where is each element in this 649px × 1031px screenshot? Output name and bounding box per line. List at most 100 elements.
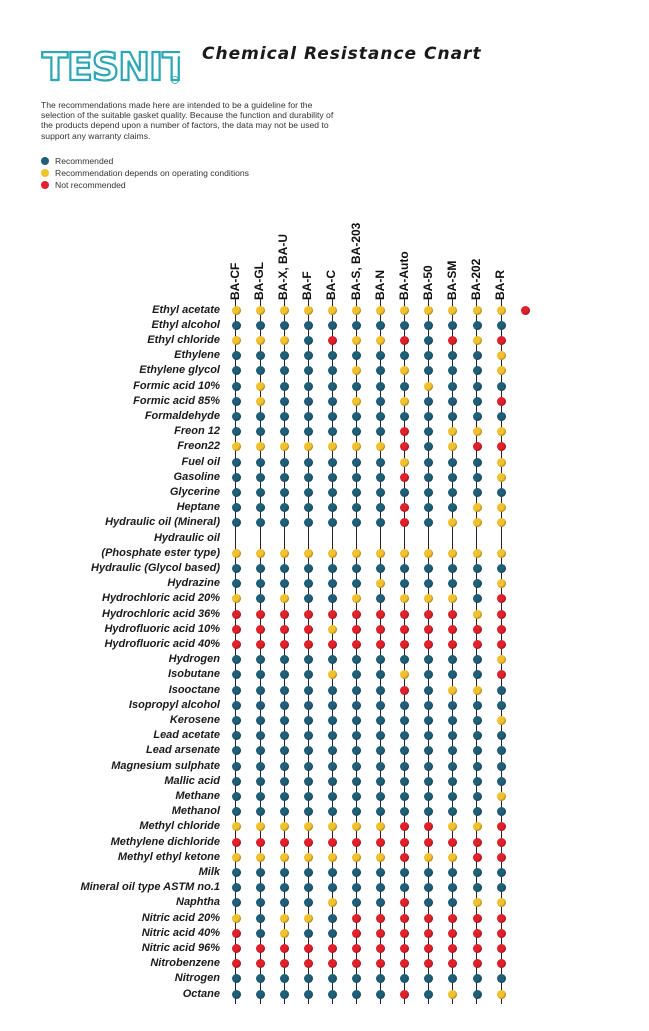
rating-dot (424, 837, 434, 847)
rating-dot (231, 472, 241, 482)
rating-dot (424, 442, 434, 452)
rating-dot (303, 837, 313, 847)
rating-dot (279, 487, 289, 497)
rating-dot (448, 472, 458, 482)
rating-dot (448, 609, 458, 619)
rating-dot (231, 396, 241, 406)
rating-dot (255, 487, 265, 497)
rating-dot (279, 867, 289, 877)
rating-dot (400, 974, 410, 984)
rating-dot (424, 411, 434, 421)
rating-dot (472, 746, 482, 756)
rating-dot (448, 639, 458, 649)
tesnit-logo: TESNIT (41, 44, 180, 90)
rating-dot (279, 928, 289, 938)
legend-label: Not recommended (55, 180, 126, 190)
rating-dot (496, 913, 506, 923)
rating-dot (448, 427, 458, 437)
rating-dot (376, 624, 386, 634)
rating-dot (303, 959, 313, 969)
rating-dot (352, 989, 361, 999)
rating-dot (376, 487, 386, 497)
legend-item-recommended: Recommended (41, 155, 249, 167)
rating-dot (231, 943, 241, 953)
rating-dot (255, 381, 265, 391)
rating-dot (352, 670, 361, 680)
rating-dot (448, 548, 458, 558)
rating-dot (472, 487, 482, 497)
rating-dot (400, 959, 410, 969)
rating-dot (303, 807, 313, 817)
rating-dot (352, 457, 361, 467)
rating-dot (376, 472, 386, 482)
rating-dot (472, 396, 482, 406)
rating-dot (472, 457, 482, 467)
row-label: Methane (175, 789, 220, 802)
rating-dot (303, 898, 313, 908)
rating-dot (255, 594, 265, 604)
rating-dot (352, 776, 361, 786)
rating-dot (255, 807, 265, 817)
rating-dot (352, 487, 361, 497)
rating-dot (303, 685, 313, 695)
rating-dot (231, 457, 241, 467)
rating-dot (327, 898, 337, 908)
rating-dot (352, 639, 361, 649)
rating-dot (327, 351, 337, 361)
rating-dot (327, 959, 337, 969)
rating-dot (496, 503, 506, 513)
column-header: BA-SM (444, 260, 459, 300)
rating-dot (352, 807, 361, 817)
rating-dot (279, 366, 289, 376)
rating-dot (496, 594, 506, 604)
rating-dot (448, 670, 458, 680)
rating-dot (376, 959, 386, 969)
rating-dot (424, 487, 434, 497)
rating-dot (279, 731, 289, 741)
rating-dot (231, 442, 241, 452)
rating-dot (472, 366, 482, 376)
row-label: Methyl chloride (139, 820, 220, 833)
rating-dot (448, 518, 458, 528)
rating-dot (448, 837, 458, 847)
rating-dot (231, 639, 241, 649)
rating-dot (376, 700, 386, 710)
column-header: BA-GL (252, 262, 267, 300)
rating-dot (255, 579, 265, 589)
rating-dot (303, 396, 313, 406)
rating-dot (472, 609, 482, 619)
rating-dot (352, 320, 361, 330)
rating-dot (376, 442, 386, 452)
rating-dot (303, 746, 313, 756)
row-label: Lead acetate (153, 729, 220, 742)
row-label: Hydraulic (Glycol based) (91, 561, 220, 574)
rating-dot (472, 518, 482, 528)
row-label: (Phosphate ester type) (101, 546, 220, 559)
rating-dot (327, 670, 337, 680)
rating-dot (424, 913, 434, 923)
rating-dot (231, 579, 241, 589)
rating-dot (352, 731, 361, 741)
row-label: Ethyl acetate (152, 303, 220, 316)
rating-dot (496, 411, 506, 421)
legend-label: Recommended (55, 156, 114, 166)
rating-dot (400, 472, 410, 482)
rating-dot (448, 579, 458, 589)
rating-dot (352, 411, 361, 421)
row-label: Methylene dichloride (110, 835, 220, 848)
rating-dot (448, 624, 458, 634)
column-header: BA-X, BA-U (276, 234, 291, 300)
rating-dot (352, 761, 361, 771)
rating-dot (327, 472, 337, 482)
rating-dot (472, 837, 482, 847)
rating-dot (496, 518, 506, 528)
rating-dot (231, 898, 241, 908)
rating-dot (376, 883, 386, 893)
rating-dot (279, 791, 289, 801)
row-label: Magnesium sulphate (111, 759, 220, 772)
rating-dot (327, 791, 337, 801)
rating-dot (352, 518, 361, 528)
rating-dot (231, 624, 241, 634)
rating-dot (327, 731, 337, 741)
rating-dot (376, 685, 386, 695)
